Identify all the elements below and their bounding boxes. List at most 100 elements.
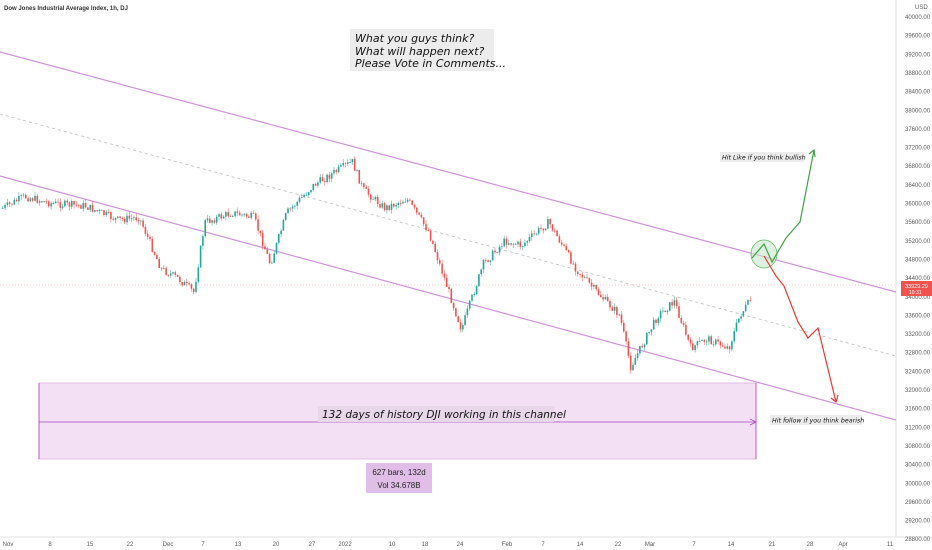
candle-body [666, 310, 669, 313]
candle-body [416, 207, 418, 213]
candle-body [639, 345, 641, 354]
candle-body [324, 181, 326, 183]
candle-body [225, 212, 227, 217]
time-axis-label: 10 [389, 542, 396, 548]
candle-body [650, 329, 653, 333]
candle-body [413, 204, 416, 208]
candle-body [406, 199, 409, 202]
candle-body [319, 177, 321, 183]
candle-body [229, 216, 232, 217]
candle-body [590, 282, 593, 287]
candle-body [547, 219, 549, 229]
candle-body [264, 246, 266, 250]
candle-body [422, 217, 425, 225]
candle-body [376, 197, 379, 205]
candle-body [634, 358, 637, 365]
channel-mid-line [0, 113, 897, 357]
candle-body [558, 236, 561, 243]
candle-body [381, 203, 384, 208]
candle-body [383, 203, 386, 211]
candle-body [602, 297, 604, 300]
candle-body [528, 236, 531, 242]
time-axis-label: 18 [422, 542, 429, 548]
bullish-arrow-path [751, 149, 815, 264]
candle-body [282, 219, 285, 231]
candle-body [330, 173, 333, 179]
candle-body [429, 230, 432, 241]
candle-body [280, 230, 282, 235]
candle-body [43, 201, 45, 203]
candle-body [744, 304, 747, 312]
candle-body [577, 271, 579, 275]
candle-body [600, 294, 602, 298]
candle-body [701, 339, 703, 341]
candle-body [112, 218, 114, 220]
question-line-3: Please Vote in Comments... [355, 57, 506, 70]
candle-body [698, 340, 701, 342]
candle-body [595, 284, 597, 290]
candle-body [606, 296, 609, 302]
candle-body [712, 344, 715, 346]
candle-body [213, 220, 216, 223]
candle-body [59, 202, 62, 208]
time-axis-label: 14 [728, 542, 735, 548]
candle-body [436, 252, 439, 261]
candle-body [462, 325, 464, 330]
candles-group [2, 156, 752, 374]
candle-body [326, 174, 328, 182]
candle-body [549, 219, 551, 225]
candle-body [747, 300, 749, 305]
candle-body [717, 339, 719, 342]
candle-body [393, 203, 395, 207]
price-axis-label: 39600.00 [905, 34, 931, 40]
candle-body [390, 203, 393, 210]
candle-body [176, 274, 179, 277]
candle-body [475, 286, 478, 295]
candle-body [685, 324, 687, 335]
candle-body [687, 334, 689, 340]
candle-body [41, 201, 43, 203]
candle-body [540, 228, 542, 229]
candle-body [75, 204, 78, 206]
candle-body [742, 311, 745, 317]
candle-body [195, 281, 197, 292]
candle-body [643, 344, 646, 348]
candle-body [533, 233, 535, 235]
candle-body [71, 200, 73, 207]
candle-body [466, 308, 469, 316]
candle-body [588, 278, 591, 283]
candle-body [179, 276, 181, 283]
price-axis-label: 32000.00 [905, 388, 931, 394]
price-axis-label: 29600.00 [905, 500, 931, 506]
candle-body [652, 319, 655, 330]
bearish-arrow-head [830, 394, 839, 404]
candle-body [294, 205, 296, 207]
candle-body [275, 242, 278, 254]
candle-body [480, 269, 482, 275]
candle-body [321, 177, 324, 182]
candle-body [211, 220, 213, 223]
candle-body [117, 216, 119, 218]
candle-body [140, 220, 142, 222]
candle-body [427, 230, 430, 232]
candle-body [397, 202, 400, 206]
candle-body [455, 308, 457, 317]
candle-body [291, 206, 294, 209]
candle-body [420, 214, 423, 218]
candle-body [284, 213, 287, 220]
current-price-time: 10:31 [909, 290, 922, 296]
candle-body [257, 219, 259, 231]
candle-body [50, 203, 52, 207]
candle-body [432, 240, 434, 244]
question-line-1: What you guys think? [355, 32, 474, 45]
time-axis-label: 7 [541, 542, 545, 548]
price-axis-label: 39200.00 [905, 52, 931, 58]
price-axis-label: 34000.00 [905, 295, 931, 301]
candle-body [731, 341, 733, 350]
time-axis-label: 8 [48, 542, 52, 548]
channel-label-box [318, 406, 554, 422]
candle-body [22, 194, 25, 196]
time-axis-label: 14 [577, 542, 584, 548]
